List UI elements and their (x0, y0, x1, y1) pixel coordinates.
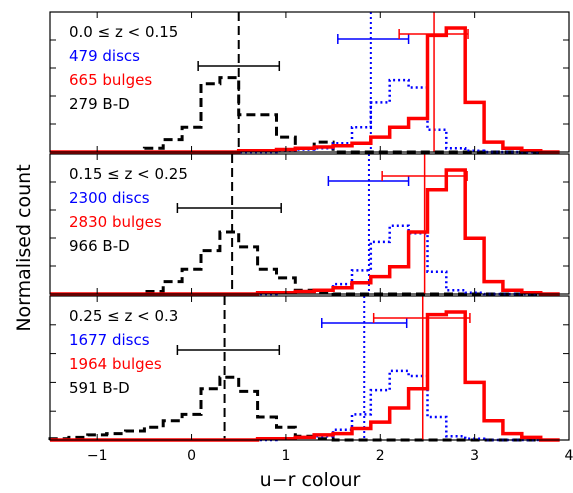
panel-label: 279 B-D (69, 95, 130, 113)
disc-error-bar (337, 34, 410, 44)
x-tick-label: 2 (376, 448, 385, 464)
bd-histogram (50, 230, 560, 296)
x-tick-label: 1 (281, 448, 290, 464)
disc-error-bar (321, 318, 408, 328)
bulge-error-bar (381, 171, 468, 181)
panel-frame (49, 153, 570, 295)
panel-label: 966 B-D (69, 237, 130, 255)
x-axis: −1 0 1 2 3 4 (87, 448, 573, 464)
bd-error-bar (176, 345, 281, 355)
panel-3: 0.25 ≤ z < 0.3 1677 discs 1964 bulges 591 B… (48, 295, 570, 442)
bd-histogram (48, 375, 560, 442)
panel-label: 2300 discs (69, 189, 150, 207)
bd-error-bar (197, 61, 281, 71)
bulge-error-bar (372, 313, 471, 323)
x-tick-label: 3 (470, 448, 479, 464)
panel-label: 1677 discs (69, 331, 150, 349)
panel-2: 0.15 ≤ z < 0.25 2300 discs 2830 bulges 966 … (49, 153, 570, 296)
panel-label: 0.15 ≤ z < 0.25 (69, 165, 188, 183)
panel-label: 665 bulges (69, 71, 152, 89)
panel-label: 0.25 ≤ z < 0.3 (69, 307, 178, 325)
disc-histogram (50, 369, 560, 442)
panels-layer: 0.0 ≤ z < 0.15 479 discs 665 bulges 279 B-D… (48, 11, 570, 442)
x-axis-label: u−r colour (260, 469, 361, 491)
x-tick-label: −1 (87, 448, 108, 464)
bulge-error-bar (398, 29, 469, 39)
disc-histogram (50, 224, 560, 296)
disc-error-bar (327, 176, 410, 186)
panel-label: 1964 bulges (69, 355, 162, 373)
bd-error-bar (176, 203, 282, 213)
panel-label: 0.0 ≤ z < 0.15 (69, 23, 178, 41)
panel-frame (49, 295, 570, 441)
panel-1: 0.0 ≤ z < 0.15 479 discs 665 bulges 279 B-D (49, 11, 570, 154)
x-tick-label: 0 (187, 448, 196, 464)
panel-frame (49, 11, 570, 153)
x-tick-label: 4 (565, 448, 573, 464)
disc-histogram (50, 78, 560, 154)
y-axis-label: Normalised count (13, 164, 35, 331)
panel-label: 591 B-D (69, 379, 130, 397)
panel-label: 479 discs (69, 47, 140, 65)
panel-label: 2830 bulges (69, 213, 162, 231)
